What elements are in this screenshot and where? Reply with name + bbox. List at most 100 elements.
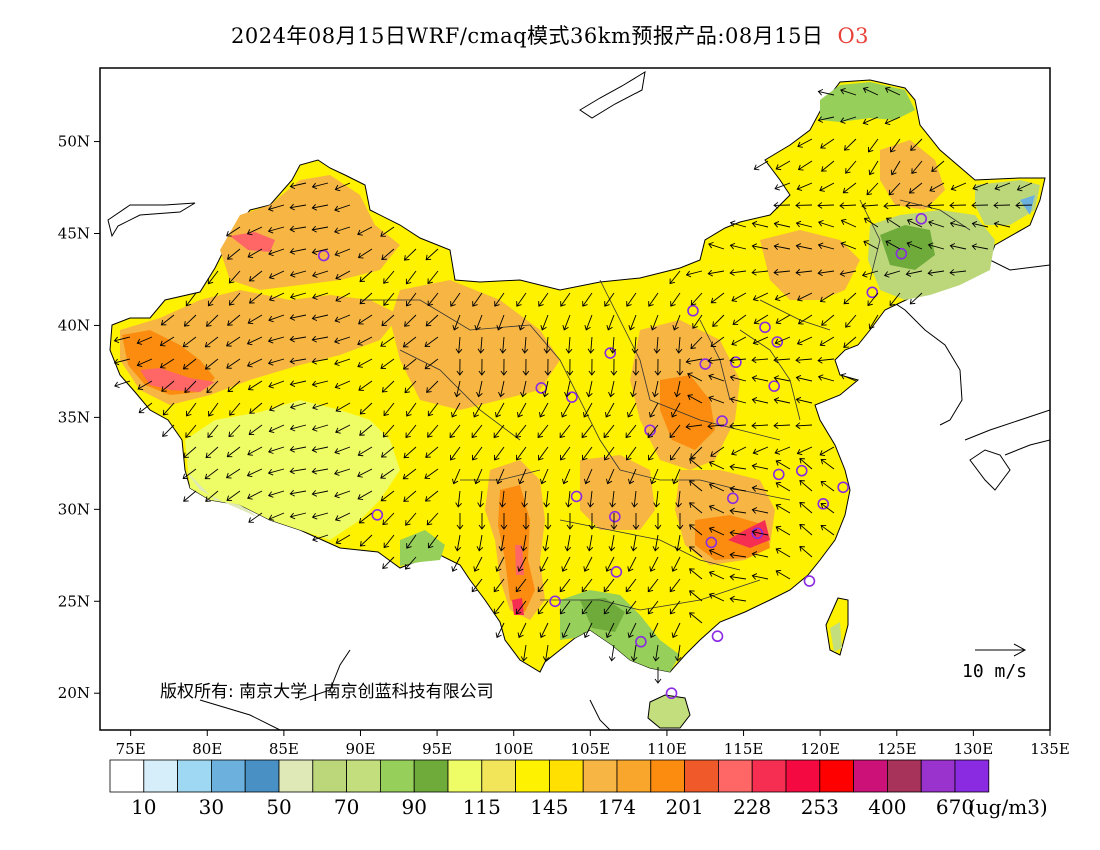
wind-arrow xyxy=(566,358,574,376)
y-tick-label: 25N xyxy=(58,592,90,610)
wind-arrow xyxy=(647,600,659,615)
wind-arrow xyxy=(799,502,813,514)
wind-arrow xyxy=(949,220,967,228)
wind-arrow xyxy=(404,314,417,327)
wind-arrow xyxy=(268,270,285,280)
wind-arrow xyxy=(729,463,747,471)
wind-arrow xyxy=(649,402,659,418)
x-tick-label: 105E xyxy=(571,740,611,758)
wind-arrow xyxy=(773,243,791,250)
wind-arrow xyxy=(650,468,659,485)
wind-arrow xyxy=(334,446,351,455)
wind-arrow xyxy=(289,357,307,365)
wind-arrow xyxy=(652,380,659,398)
wind-arrow xyxy=(559,578,571,593)
wind-arrow xyxy=(516,446,527,461)
wind-arrow xyxy=(427,424,439,438)
wind-arrow xyxy=(380,490,395,502)
wind-arrow xyxy=(311,512,329,520)
wind-arrow xyxy=(455,490,462,508)
wind-arrow xyxy=(795,201,813,209)
colorbar-label: 174 xyxy=(598,795,636,819)
wind-arrow xyxy=(631,336,639,354)
wind-arrow xyxy=(689,502,703,514)
wind-arrow xyxy=(752,446,769,455)
wind-arrow xyxy=(843,138,857,151)
wind-arrow xyxy=(311,467,329,475)
wind-arrow xyxy=(669,424,681,439)
wind-arrow xyxy=(708,241,725,250)
wind-arrow xyxy=(477,490,484,508)
wind-arrow xyxy=(335,292,351,302)
wind-arrow xyxy=(584,468,593,485)
wind-arrow xyxy=(539,556,549,572)
colorbar-swatch xyxy=(549,759,584,793)
wind-arrow xyxy=(493,424,505,439)
wind-arrow xyxy=(670,446,681,461)
station-marker xyxy=(609,510,621,523)
wind-arrow xyxy=(449,424,461,439)
wind-arrow xyxy=(160,314,175,326)
wind-arrow xyxy=(335,270,351,280)
y-axis-ticks: 50N 45N 40N 35N 30N 25N 20N xyxy=(58,133,100,702)
wind-arrow xyxy=(674,644,682,662)
wind-arrow xyxy=(909,292,923,305)
wind-arrow xyxy=(494,446,505,461)
station-marker xyxy=(566,391,578,403)
wind-arrow xyxy=(357,336,373,346)
wind-arrow xyxy=(729,220,747,228)
wind-arrow xyxy=(949,269,967,276)
wind-arrow xyxy=(289,467,307,475)
wind-arrow xyxy=(654,512,662,530)
wind-arrow xyxy=(424,468,439,479)
wind-arrow xyxy=(647,578,659,593)
wind-arrow xyxy=(227,314,241,326)
wind-arrow xyxy=(632,358,640,376)
wind-arrow xyxy=(248,424,263,436)
wind-arrow xyxy=(404,556,417,570)
wind-arrow xyxy=(473,556,483,572)
station-marker xyxy=(317,249,330,262)
wind-arrow xyxy=(114,380,131,389)
title-main: 2024年08月15日WRF/cmaq模式36km预报产品:08月15日 xyxy=(230,24,824,48)
wind-arrow xyxy=(884,86,901,96)
wind-arrow xyxy=(359,270,373,283)
wind-arrow xyxy=(729,595,747,603)
wind-arrow xyxy=(795,374,813,382)
wind-arrow xyxy=(311,248,329,255)
wind-arrow xyxy=(451,402,461,418)
x-tick-label: 100E xyxy=(494,740,534,758)
wind-arrow xyxy=(404,380,417,394)
wind-arrow xyxy=(424,358,439,370)
wind-arrow xyxy=(820,524,835,536)
wind-arrow xyxy=(565,336,573,354)
wind-arrow xyxy=(182,336,197,348)
wind-arrow xyxy=(605,622,615,639)
wind-arrow xyxy=(268,292,285,302)
wind-arrow xyxy=(868,160,879,176)
colorbar-swatch xyxy=(447,759,483,793)
map-frame xyxy=(99,67,1051,731)
wind-arrow xyxy=(206,314,219,327)
wind-arrow xyxy=(382,424,395,438)
wind-arrow xyxy=(751,551,769,558)
wind-arrow xyxy=(819,336,835,347)
station-marker xyxy=(837,481,849,494)
wind-arrow xyxy=(885,217,901,228)
colorbar-label: 145 xyxy=(530,795,568,819)
wind-arrow xyxy=(971,201,989,209)
wind-arrow xyxy=(842,182,857,194)
wind-arrow xyxy=(883,202,901,210)
wind-arrow xyxy=(206,380,219,394)
wind-arrow xyxy=(609,490,616,508)
colorbar-unit: (ug/m3) xyxy=(968,795,1048,819)
wind-arrow xyxy=(499,336,507,354)
wind-arrow xyxy=(586,380,593,398)
wind-arrow xyxy=(606,314,615,331)
japan-coast-2 xyxy=(1004,439,1050,456)
wind-arrow xyxy=(456,358,464,376)
wind-arrow xyxy=(840,87,857,96)
station-marker xyxy=(751,527,764,540)
wind-arrow xyxy=(246,336,263,346)
copyright-text: 版权所有: 南京大学 | 南京创蓝科技有限公司 xyxy=(160,682,494,702)
